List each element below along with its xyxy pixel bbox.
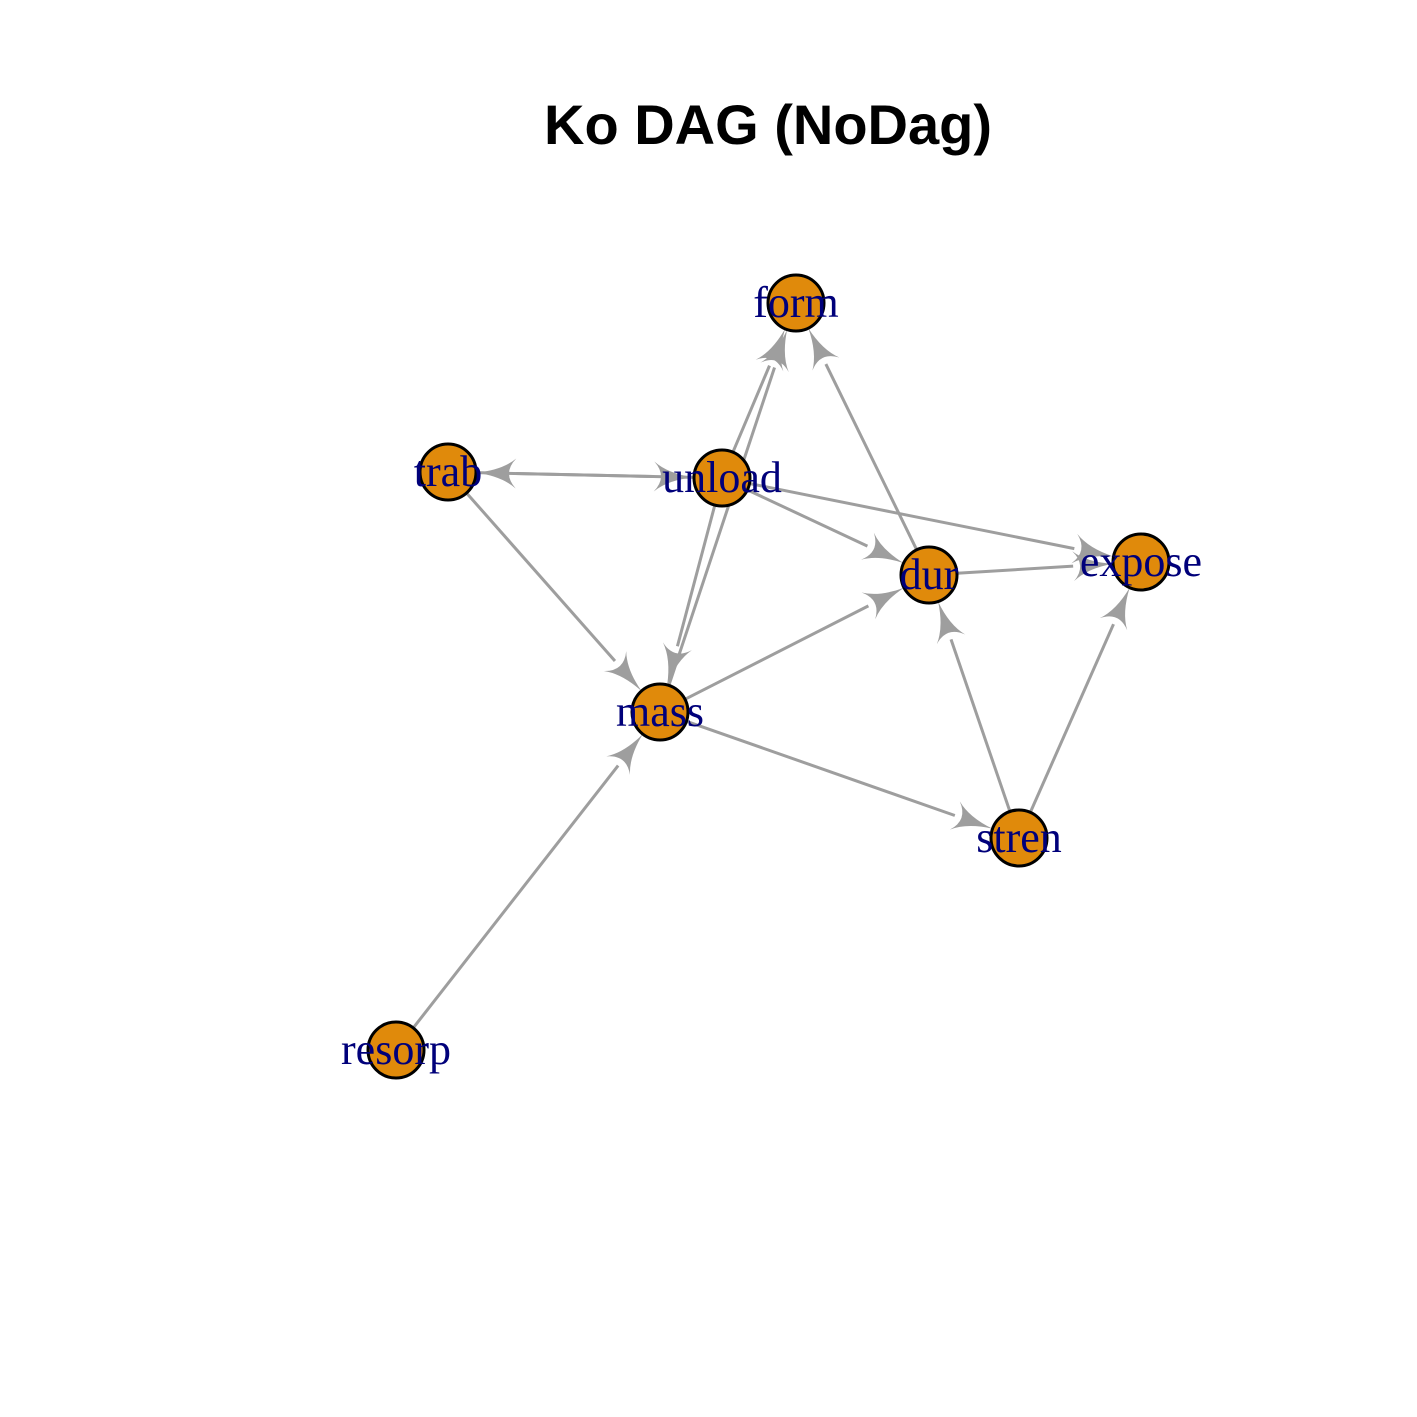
diagram-title: Ko DAG (NoDag): [544, 93, 992, 156]
arrowhead: [1072, 551, 1114, 582]
edge-dur-to-expose: [956, 551, 1114, 582]
node-label: resorp: [341, 1025, 451, 1074]
edge-line: [412, 764, 620, 1029]
edge-line: [749, 482, 1075, 551]
node-label: trab: [414, 447, 482, 496]
arrowhead: [936, 601, 966, 645]
arrowhead: [808, 328, 840, 371]
node-circle: [630, 682, 690, 742]
node-label: form: [753, 278, 839, 327]
edge-unload-to-expose: [749, 482, 1114, 564]
edge-mass-to-stren: [685, 719, 993, 830]
edge-line: [667, 367, 776, 686]
node-circle: [1111, 532, 1171, 592]
edge-dur-to-form: [808, 328, 919, 551]
edge-line: [746, 488, 869, 548]
arrowhead: [653, 461, 695, 492]
node-mass[interactable]: mass: [616, 682, 704, 742]
nodes-layer: form trab unload expose dur mass stren resorp: [341, 273, 1202, 1080]
arrowhead: [1099, 587, 1130, 631]
node-circle: [899, 545, 959, 605]
edge-line: [465, 491, 617, 663]
node-stren[interactable]: stren: [976, 808, 1062, 868]
edge-line: [684, 604, 870, 701]
node-form[interactable]: form: [753, 273, 839, 333]
edge-line: [824, 363, 919, 551]
node-unload[interactable]: unload: [662, 448, 782, 508]
edge-mass-to-form: [667, 329, 789, 686]
edge-line: [731, 365, 771, 453]
node-resorp[interactable]: resorp: [341, 1020, 451, 1080]
node-circle: [418, 442, 478, 502]
arrowhead: [1071, 533, 1114, 564]
arrowhead: [760, 329, 789, 373]
edge-line: [956, 564, 1074, 575]
arrowhead: [861, 587, 905, 620]
edge-line: [949, 638, 1012, 812]
edge-resorp-to-mass: [412, 734, 643, 1029]
arrowhead: [949, 801, 993, 830]
node-circle: [766, 273, 826, 333]
edge-stren-to-expose: [1028, 587, 1130, 813]
edge-unload-to-mass: [662, 504, 717, 685]
edge-trab-to-unload: [475, 461, 695, 492]
edge-trab-to-mass: [465, 491, 642, 692]
node-label: dur: [900, 550, 959, 599]
node-label: expose: [1080, 537, 1202, 586]
node-label: unload: [662, 453, 782, 502]
edge-unload-to-dur: [746, 488, 904, 564]
node-trab[interactable]: trab: [414, 442, 482, 502]
node-label: stren: [976, 813, 1062, 862]
node-label: mass: [616, 687, 704, 736]
node-circle: [989, 808, 1049, 868]
arrowhead: [603, 651, 642, 692]
edge-line: [1028, 623, 1115, 813]
edge-line: [675, 504, 717, 647]
edge-line: [685, 719, 956, 817]
arrowhead: [606, 734, 643, 775]
node-circle: [366, 1020, 426, 1080]
edges-layer: [412, 328, 1130, 1029]
edge-line: [475, 471, 655, 479]
node-dur[interactable]: dur: [899, 545, 959, 605]
arrowhead: [861, 532, 904, 564]
edge-mass-to-dur: [684, 587, 905, 701]
node-expose[interactable]: expose: [1080, 532, 1202, 592]
edge-stren-to-dur: [936, 601, 1012, 812]
arrowhead: [662, 642, 692, 685]
node-circle: [692, 448, 752, 508]
